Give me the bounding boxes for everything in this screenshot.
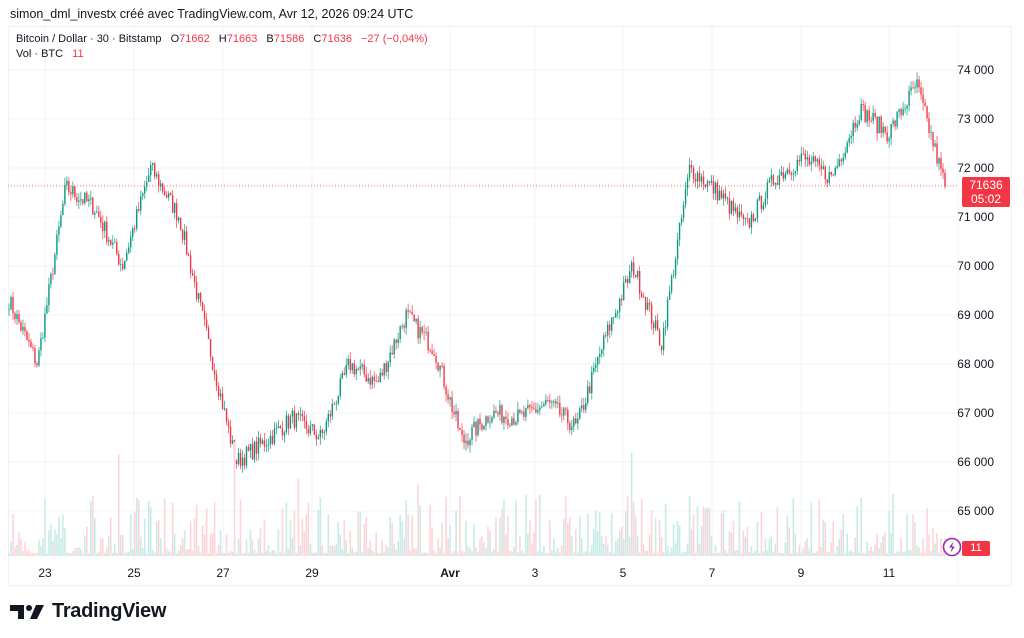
volume-tag: 11 — [962, 541, 990, 556]
price-axis-label: 66 000 — [957, 455, 994, 469]
open-label: O — [170, 33, 180, 45]
chart-legend: Bitcoin / Dollar · 30 · Bitstamp O71662 … — [16, 32, 428, 62]
close-label: C — [313, 33, 322, 45]
price-axis-label: 65 000 — [957, 504, 994, 518]
time-axis-label: 23 — [38, 566, 52, 580]
price-axis-label: 74 000 — [957, 63, 994, 77]
time-axis[interactable]: 23 25 27 29 Avr 3 5 7 9 11 — [8, 557, 958, 585]
time-axis-label: 5 — [619, 566, 627, 580]
volume-row: Vol · BTC 11 — [16, 47, 428, 62]
close-value: 71636 — [321, 33, 352, 45]
time-axis-label: 9 — [797, 566, 805, 580]
time-axis-label: 11 — [882, 566, 896, 580]
time-axis-label: 7 — [708, 566, 716, 580]
time-axis-label: 27 — [216, 566, 230, 580]
price-axis-label: 73 000 — [957, 112, 994, 126]
time-axis-label: 25 — [127, 566, 141, 580]
bar-countdown: 05:02 — [970, 192, 1002, 206]
price-axis-label: 67 000 — [957, 406, 994, 420]
change-value: −27 (−0,04%) — [361, 33, 428, 45]
ohlc-row: Bitcoin / Dollar · 30 · Bitstamp O71662 … — [16, 32, 428, 47]
price-axis-label: 69 000 — [957, 308, 994, 322]
time-axis-label: 29 — [305, 566, 319, 580]
last-price-value: 71636 — [969, 178, 1003, 192]
low-value: 71586 — [273, 33, 305, 45]
price-axis-label: 72 000 — [957, 161, 994, 175]
symbol-label[interactable]: Bitcoin / Dollar · 30 · Bitstamp — [16, 33, 162, 45]
price-axis-label: 71 000 — [957, 210, 994, 224]
lightning-icon[interactable] — [942, 537, 962, 557]
volume-label[interactable]: Vol · BTC — [16, 48, 64, 60]
low-label: B — [266, 33, 274, 45]
chart-frame[interactable] — [8, 26, 1012, 586]
price-axis-label: 68 000 — [957, 357, 994, 371]
high-value: 71663 — [226, 33, 258, 45]
last-price-tag: 71636 05:02 — [962, 177, 1010, 207]
tradingview-logo[interactable]: TradingView — [10, 600, 166, 623]
time-axis-label: 3 — [531, 566, 539, 580]
logo-text: TradingView — [52, 600, 167, 622]
volume-value: 11 — [72, 48, 84, 60]
time-axis-label: Avr — [440, 566, 460, 580]
price-axis-label: 70 000 — [957, 259, 994, 273]
chart-caption: simon_dml_investx créé avec TradingView.… — [10, 7, 414, 21]
open-value: 71662 — [179, 33, 210, 45]
tradingview-logo-icon — [10, 604, 44, 619]
high-label: H — [218, 33, 227, 45]
